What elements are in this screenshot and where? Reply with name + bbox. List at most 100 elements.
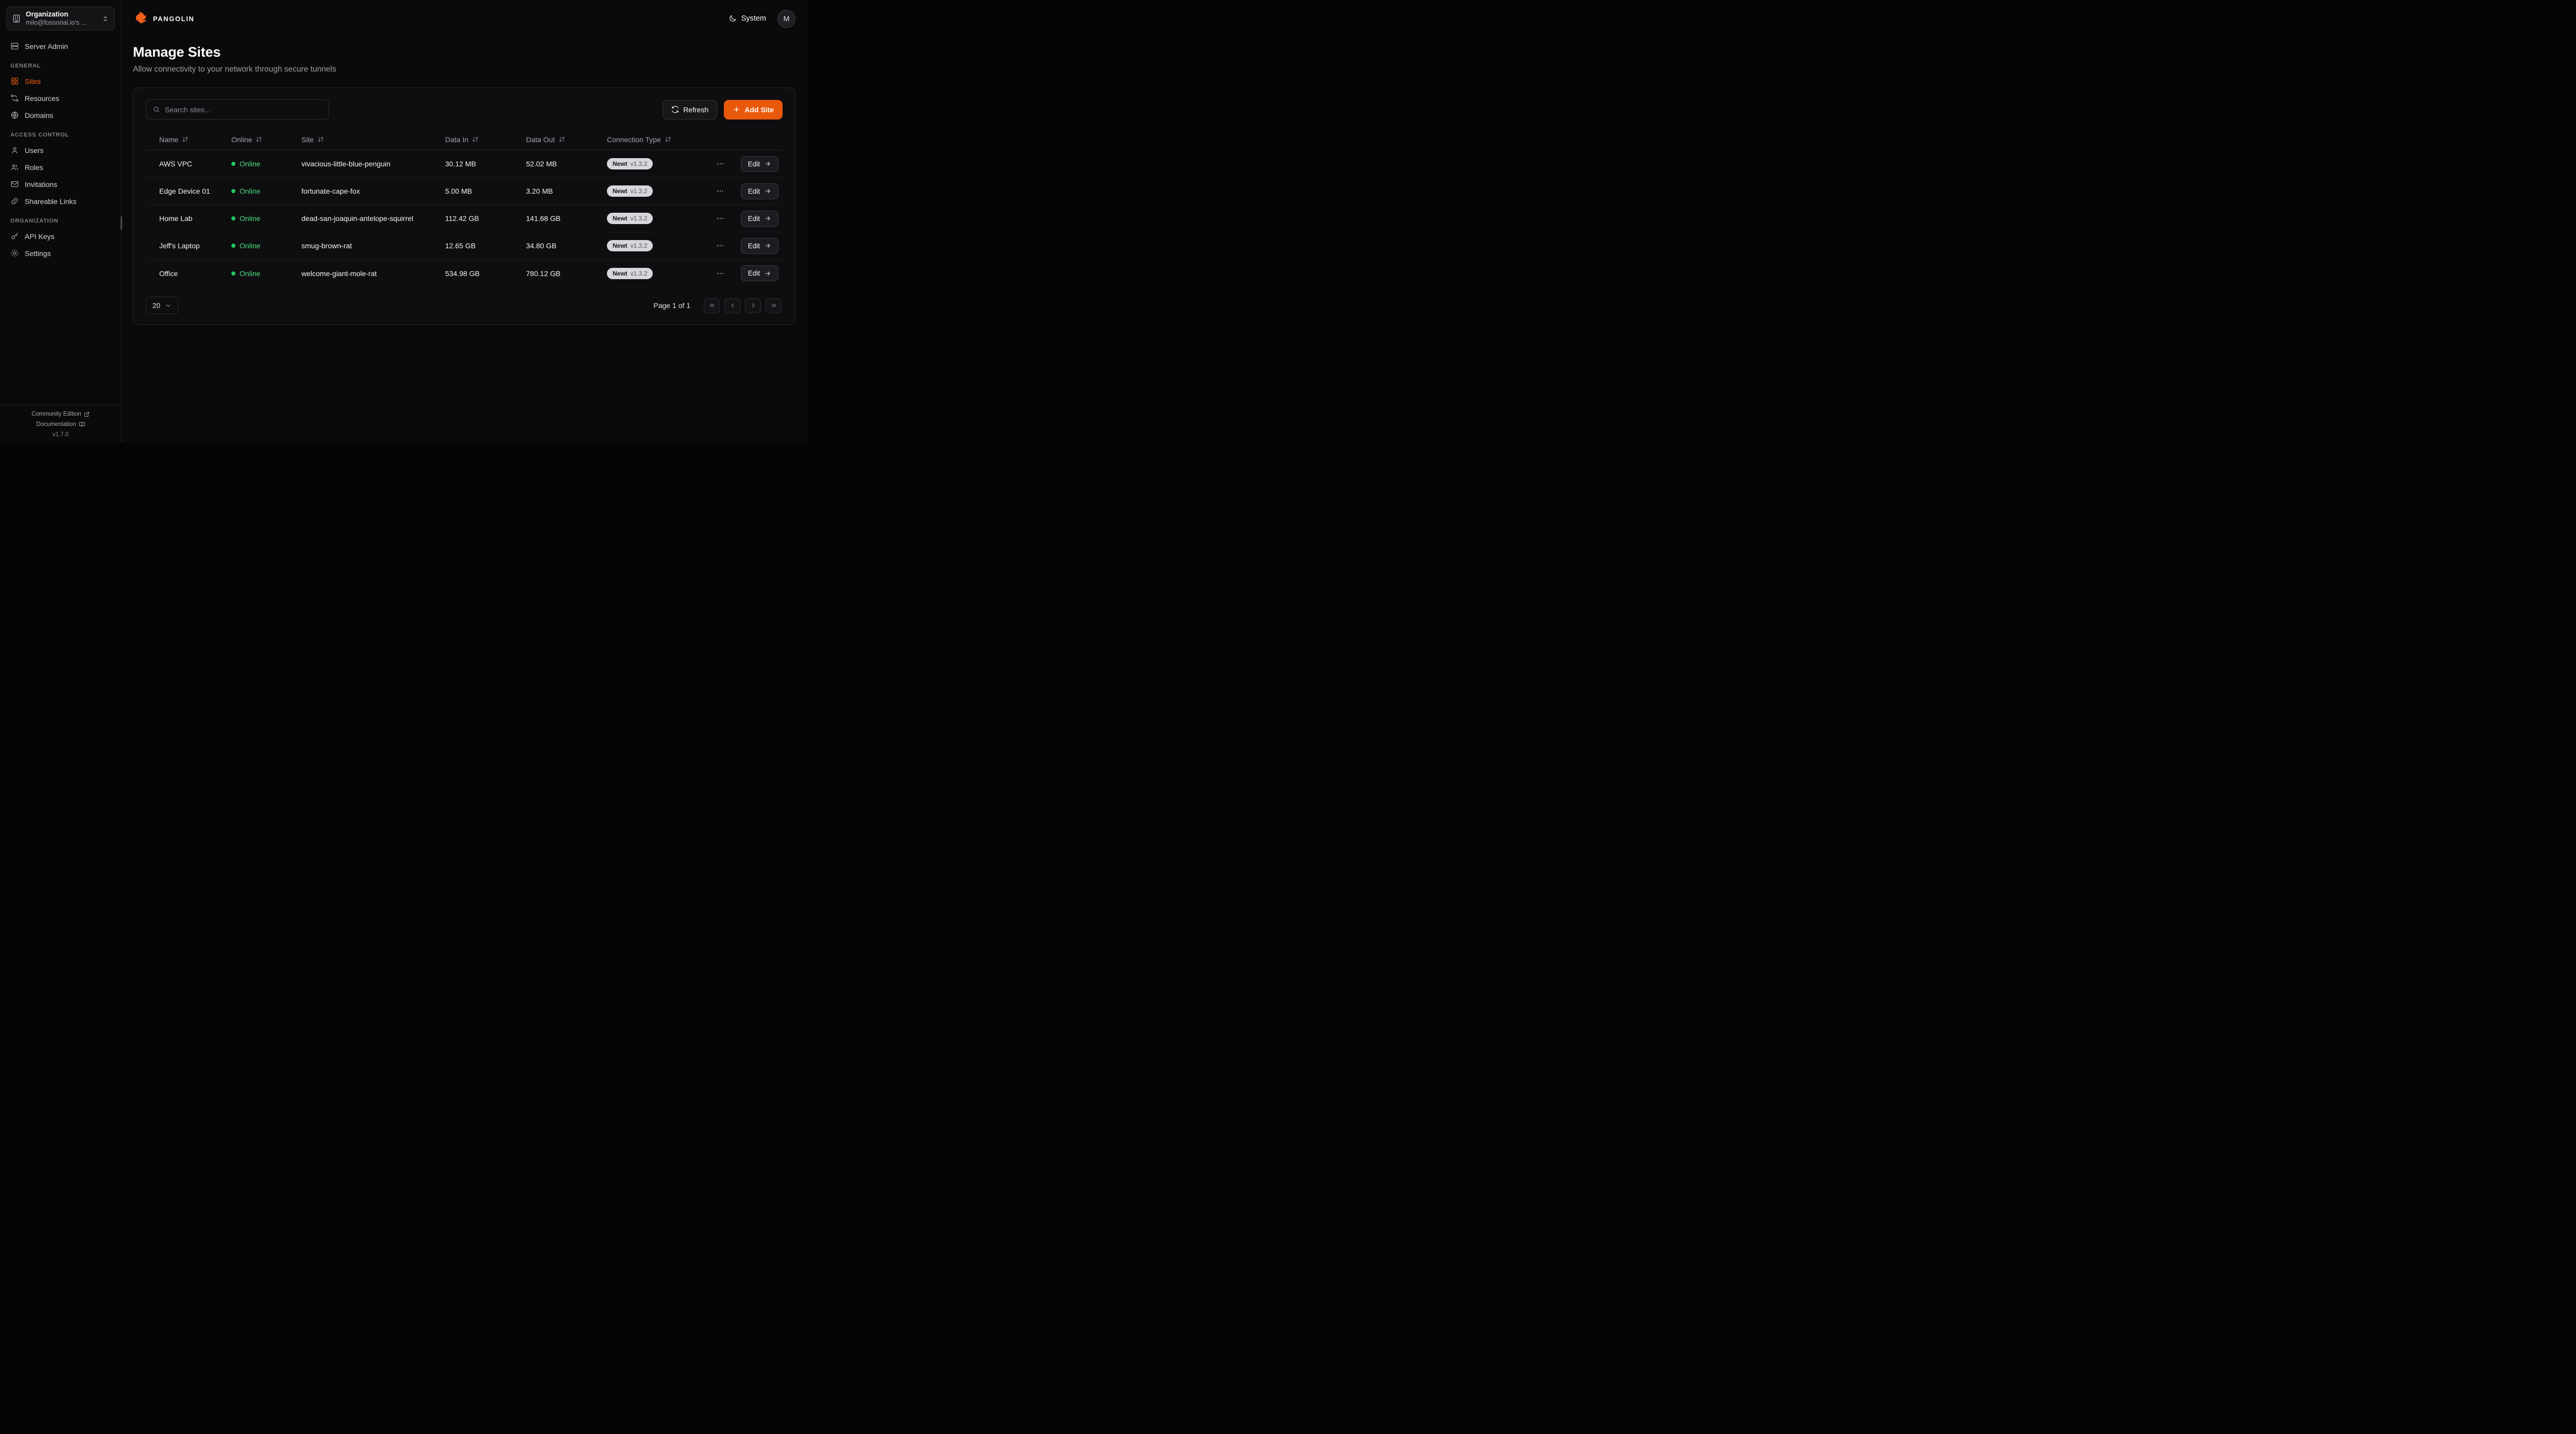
column-header-site[interactable]: Site — [301, 135, 324, 144]
sidebar-item-invitations[interactable]: Invitations — [6, 176, 115, 193]
brand[interactable]: PANGOLIN — [133, 11, 194, 26]
column-header-data-out[interactable]: Data Out — [526, 135, 565, 144]
sidebar-item-resources[interactable]: Resources — [6, 90, 115, 107]
edit-button[interactable]: Edit — [740, 156, 778, 172]
chevrons-right-icon — [770, 302, 777, 309]
arrow-right-icon — [764, 242, 771, 249]
org-picker[interactable]: Organization milo@fossorial.io's ... — [6, 7, 115, 30]
online-status-dot — [231, 162, 235, 166]
sidebar-nav: Server Admin GENERAL Sites Resources Do — [0, 36, 121, 405]
connection-name: Newt — [613, 160, 628, 167]
sidebar-item-roles[interactable]: Roles — [6, 159, 115, 176]
sidebar-item-sites[interactable]: Sites — [6, 73, 115, 90]
connection-version: v1.3.2 — [630, 269, 648, 277]
online-status-dot — [231, 189, 235, 193]
mail-icon — [10, 180, 19, 189]
sidebar-item-shareable-links[interactable]: Shareable Links — [6, 193, 115, 210]
cell-connection-type: Newt v1.3.2 — [607, 240, 708, 251]
sidebar-item-label: Users — [25, 146, 44, 155]
ellipsis-icon — [716, 160, 724, 168]
sidebar-item-label: Settings — [25, 249, 51, 258]
refresh-label: Refresh — [683, 105, 709, 114]
edit-label: Edit — [748, 160, 760, 168]
online-status-label: Online — [240, 160, 261, 168]
sidebar: Organization milo@fossorial.io's ... Ser… — [0, 0, 122, 443]
search-box — [146, 99, 329, 120]
sort-icon — [665, 136, 671, 143]
row-menu-button[interactable] — [713, 157, 728, 171]
row-menu-button[interactable] — [713, 211, 728, 226]
cell-data-in: 5.00 MB — [445, 187, 472, 195]
sidebar-item-api-keys[interactable]: API Keys — [6, 228, 115, 245]
org-picker-text: Organization milo@fossorial.io's ... — [26, 10, 97, 27]
cell-data-out: 52.02 MB — [526, 160, 557, 168]
app-version: v1.7.0 — [52, 432, 69, 438]
cell-site: welcome-giant-mole-rat — [301, 269, 377, 278]
section-heading-organization: ORGANIZATION — [10, 218, 59, 224]
table-row: Office Online welcome-giant-mole-rat 534… — [146, 260, 783, 287]
edit-button[interactable]: Edit — [740, 265, 778, 281]
sidebar-item-label: Shareable Links — [25, 197, 77, 206]
user-icon — [10, 146, 19, 155]
sidebar-resize-handle[interactable] — [121, 216, 122, 230]
search-input[interactable] — [165, 105, 323, 114]
previous-page-button[interactable] — [724, 298, 740, 313]
online-status-label: Online — [240, 214, 261, 223]
table-row: AWS VPC Online vivacious-little-blue-pen… — [146, 150, 783, 178]
cell-data-in: 30.12 MB — [445, 160, 476, 168]
cell-name: Jeff's Laptop — [159, 242, 200, 250]
sidebar-item-label: Roles — [25, 163, 43, 172]
row-menu-button[interactable] — [713, 266, 728, 281]
community-edition-link[interactable]: Community Edition — [31, 411, 90, 417]
sidebar-item-server-admin[interactable]: Server Admin — [6, 38, 115, 55]
first-page-button[interactable] — [704, 298, 720, 313]
column-header-online[interactable]: Online — [231, 135, 262, 144]
sort-icon — [256, 136, 262, 143]
page-size-value: 20 — [152, 301, 161, 310]
cell-data-out: 3.20 MB — [526, 187, 553, 195]
cell-name: Home Lab — [159, 214, 193, 223]
org-picker-title: Organization — [26, 10, 69, 18]
column-header-data-in[interactable]: Data In — [445, 135, 479, 144]
sites-card: Refresh Add Site Name — [133, 88, 795, 325]
sidebar-item-settings[interactable]: Settings — [6, 245, 115, 262]
sort-icon — [182, 136, 189, 143]
next-page-button[interactable] — [745, 298, 761, 313]
add-site-button[interactable]: Add Site — [724, 99, 783, 120]
connection-name: Newt — [613, 242, 628, 249]
row-menu-button[interactable] — [713, 238, 728, 253]
column-header-name[interactable]: Name — [159, 135, 189, 144]
theme-toggle[interactable]: System — [728, 14, 766, 23]
connection-type-badge: Newt v1.3.2 — [607, 185, 653, 197]
cell-data-out: 780.12 GB — [526, 269, 561, 278]
organization-icon — [12, 14, 21, 23]
documentation-link[interactable]: Documentation — [36, 421, 85, 428]
ellipsis-icon — [716, 187, 724, 195]
topbar: PANGOLIN System M — [122, 0, 808, 37]
chevrons-left-icon — [708, 302, 716, 309]
connection-version: v1.3.2 — [630, 160, 648, 167]
sidebar-item-users[interactable]: Users — [6, 142, 115, 159]
edit-button[interactable]: Edit — [740, 237, 778, 254]
edit-button[interactable]: Edit — [740, 183, 778, 199]
cell-data-out: 34.80 GB — [526, 242, 557, 250]
sidebar-item-label: Sites — [25, 77, 41, 86]
online-status-label: Online — [240, 269, 261, 278]
page-size-select[interactable]: 20 — [146, 297, 179, 314]
connection-type-badge: Newt v1.3.2 — [607, 213, 653, 224]
column-header-connection-type[interactable]: Connection Type — [607, 135, 671, 144]
cell-data-out: 141.68 GB — [526, 214, 561, 223]
edit-button[interactable]: Edit — [740, 210, 778, 227]
cell-name: AWS VPC — [159, 160, 193, 168]
avatar-initial: M — [783, 14, 790, 23]
pangolin-logo-icon — [133, 11, 148, 26]
sidebar-item-domains[interactable]: Domains — [6, 107, 115, 124]
avatar[interactable]: M — [777, 9, 795, 28]
cable-icon — [10, 94, 19, 103]
footer-link-label: Community Edition — [31, 411, 81, 417]
last-page-button[interactable] — [766, 298, 782, 313]
row-menu-button[interactable] — [713, 184, 728, 198]
server-icon — [10, 42, 19, 50]
refresh-button[interactable]: Refresh — [663, 99, 718, 120]
page-title: Manage Sites — [133, 44, 221, 60]
